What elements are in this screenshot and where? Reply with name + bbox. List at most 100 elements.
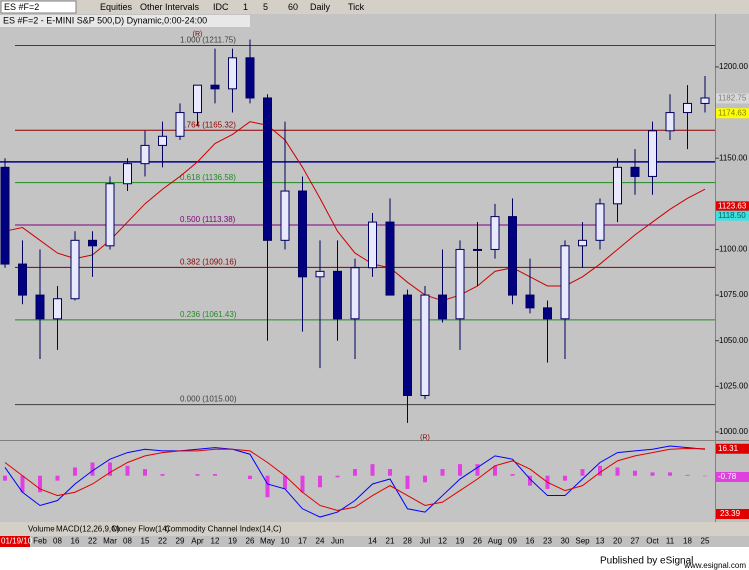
x-tick-label: 08 bbox=[53, 537, 62, 546]
toolbar-button[interactable]: 1 bbox=[243, 2, 248, 12]
candle-body bbox=[0, 166, 10, 265]
candle-body bbox=[613, 166, 622, 205]
x-tick-label: 10 bbox=[281, 537, 290, 546]
price-marker-label: 1123.63 bbox=[718, 201, 747, 210]
indicator-tab[interactable]: MACD(12,26,9,C) bbox=[56, 525, 120, 534]
x-tick-label: 20 bbox=[613, 537, 622, 546]
histogram-bar bbox=[300, 475, 305, 493]
moving-average bbox=[4, 121, 706, 302]
histogram-bar bbox=[108, 462, 112, 476]
toolbar-button[interactable]: 60 bbox=[288, 2, 298, 12]
price-marker bbox=[716, 472, 749, 483]
x-tick-label: 18 bbox=[683, 537, 692, 546]
x-tick-label: 26 bbox=[246, 537, 255, 546]
price-marker bbox=[716, 201, 749, 212]
histogram-bar bbox=[213, 474, 217, 476]
x-tick-label: Aug bbox=[488, 537, 502, 546]
histogram-bar bbox=[353, 469, 357, 476]
x-tick-label: 09 bbox=[508, 537, 517, 546]
x-tick-label: 22 bbox=[158, 537, 167, 546]
footer bbox=[0, 547, 749, 570]
y-tick-label: 1075.00 bbox=[719, 290, 748, 299]
x-tick-label: 29 bbox=[176, 537, 185, 546]
candle-body bbox=[385, 221, 395, 296]
toolbar bbox=[0, 0, 749, 14]
histogram-bar bbox=[580, 469, 585, 476]
histogram-bar bbox=[265, 475, 270, 498]
candle-body bbox=[665, 112, 675, 132]
price-marker bbox=[716, 93, 749, 104]
histogram-bar bbox=[405, 475, 410, 489]
candle-body bbox=[263, 97, 272, 241]
toolbar-button[interactable]: Tick bbox=[348, 2, 365, 12]
histogram-bar bbox=[90, 462, 95, 476]
chart-title: ES #F=2 - E-MINI S&P 500,D) Dynamic,0:00… bbox=[3, 15, 207, 25]
candle-body bbox=[123, 163, 132, 185]
toolbar-button[interactable]: Equities bbox=[100, 2, 133, 12]
y-tick-label: 1025.00 bbox=[719, 381, 748, 390]
x-tick-label: Oct bbox=[646, 537, 659, 546]
panel-marker bbox=[716, 509, 749, 519]
candle-body bbox=[53, 298, 62, 320]
indicator-tab[interactable]: Money Flow(14) bbox=[112, 525, 170, 534]
date-axis bbox=[0, 536, 749, 547]
candle-body bbox=[175, 112, 185, 137]
x-tick-label: 12 bbox=[438, 537, 447, 546]
candle-body bbox=[193, 84, 202, 114]
symbol-input[interactable]: ES #F=2 bbox=[4, 2, 39, 12]
x-tick-label: 19 bbox=[456, 537, 465, 546]
candle-body bbox=[70, 239, 80, 300]
candle-body bbox=[158, 135, 167, 146]
y-tick-label: 1050.00 bbox=[719, 336, 748, 345]
histogram-bar bbox=[388, 469, 392, 476]
candle-body bbox=[403, 294, 412, 396]
histogram-bar bbox=[615, 467, 620, 476]
candle-body bbox=[210, 84, 220, 90]
indicator-line bbox=[4, 445, 706, 518]
y-tick-label: 1200.00 bbox=[719, 62, 748, 71]
candle-body bbox=[368, 221, 377, 269]
price-marker-label: 16.31 bbox=[718, 444, 739, 453]
histogram-bar bbox=[38, 475, 42, 493]
x-tick-label: 23 bbox=[543, 537, 552, 546]
x-tick-label: 30 bbox=[561, 537, 570, 546]
toolbar-button[interactable]: Daily bbox=[310, 2, 331, 12]
histogram-bar bbox=[475, 464, 480, 476]
x-tick-label: 13 bbox=[596, 537, 605, 546]
histogram-bar bbox=[318, 475, 322, 488]
histogram-bar bbox=[143, 469, 147, 476]
candle-body bbox=[298, 190, 307, 278]
x-tick-label: 26 bbox=[473, 537, 482, 546]
toolbar-button[interactable]: 5 bbox=[263, 2, 268, 12]
toolbar-button[interactable]: IDC bbox=[213, 2, 229, 12]
candle-body bbox=[315, 270, 325, 278]
histogram-bar bbox=[55, 475, 60, 481]
x-tick-label: 14 bbox=[368, 537, 377, 546]
panel-marker-label: 23.39 bbox=[720, 509, 741, 518]
x-tick-label: 01/19/10 bbox=[1, 537, 33, 546]
candle-body bbox=[18, 263, 27, 296]
candle-body bbox=[490, 216, 500, 250]
histogram-bar bbox=[423, 475, 427, 483]
x-tick-label: 21 bbox=[386, 537, 395, 546]
x-tick-label: Sep bbox=[575, 537, 590, 546]
fib-label: 0.618 (1136.58) bbox=[180, 173, 236, 182]
histogram-bar bbox=[668, 472, 672, 476]
title-box bbox=[0, 15, 250, 27]
candle-body bbox=[280, 190, 290, 241]
toolbar-button[interactable]: Other Intervals bbox=[140, 2, 200, 12]
candle-body bbox=[350, 267, 360, 320]
price-marker bbox=[716, 210, 749, 221]
symbol-box bbox=[0, 0, 77, 14]
x-tick-label: May bbox=[260, 537, 275, 546]
annotation: (R) bbox=[420, 434, 430, 441]
histogram-bar bbox=[510, 474, 515, 476]
candle-body bbox=[140, 144, 150, 165]
indicator-tab[interactable]: Commodity Channel Index(14,C) bbox=[165, 525, 282, 534]
histogram-bar bbox=[598, 465, 602, 476]
indicator-tab[interactable]: Volume bbox=[28, 525, 55, 534]
candle-body bbox=[543, 307, 552, 320]
indicator-line bbox=[4, 447, 706, 511]
